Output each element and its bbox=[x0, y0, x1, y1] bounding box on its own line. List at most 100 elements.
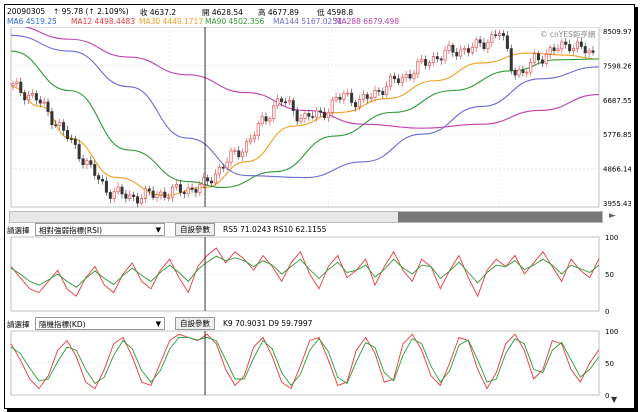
candle-body bbox=[229, 150, 233, 163]
candle-body bbox=[30, 93, 34, 96]
y-tick-label: 7598.26 bbox=[603, 62, 631, 70]
candle-body bbox=[132, 194, 136, 197]
candle-body bbox=[174, 184, 178, 188]
candle-body bbox=[583, 46, 587, 54]
candle-body bbox=[330, 99, 334, 113]
candle-body bbox=[412, 73, 416, 79]
candle-body bbox=[283, 101, 287, 104]
kd-values: K9 70.9031 D9 59.7997 bbox=[223, 319, 313, 328]
candle-body bbox=[311, 116, 315, 118]
candle-body bbox=[54, 124, 58, 127]
candle-body bbox=[128, 194, 132, 199]
candle-body bbox=[151, 190, 155, 198]
candle-body bbox=[136, 196, 140, 204]
candle-body bbox=[112, 191, 116, 199]
candle-body bbox=[334, 96, 338, 101]
candle-body bbox=[280, 98, 284, 103]
candle-body bbox=[509, 48, 513, 71]
chart-frame: 20090305 ↑ 95.78 (↑ 2.109%) 收 4637.2 開 4… bbox=[4, 4, 635, 409]
candle-body bbox=[260, 116, 264, 124]
candle-body bbox=[11, 83, 15, 86]
ma-series-line bbox=[10, 34, 600, 179]
header-low: 低 4598.8 bbox=[317, 8, 354, 17]
candle-body bbox=[478, 39, 482, 44]
candle-body bbox=[34, 93, 38, 101]
rsi-settings-button[interactable]: 自設參數 bbox=[175, 223, 215, 236]
candle-body bbox=[217, 166, 221, 175]
rsi-select-label: 請選擇 bbox=[7, 226, 30, 235]
timeline-scrollbar[interactable] bbox=[9, 211, 603, 223]
rsi-values: RS5 71.0243 RS10 62.1155 bbox=[223, 225, 327, 234]
candle-body bbox=[143, 188, 147, 199]
candle-body bbox=[591, 50, 595, 53]
candle-body bbox=[396, 78, 400, 84]
candle-body bbox=[525, 71, 529, 74]
candle-body bbox=[167, 196, 171, 199]
candle-body bbox=[264, 116, 268, 122]
candle-body bbox=[385, 85, 389, 95]
rsi-indicator-select[interactable]: 相對強弱指標(RSI) ▼ bbox=[35, 223, 165, 236]
candle-body bbox=[342, 93, 346, 100]
header-open: 開 4628.54 bbox=[202, 8, 243, 17]
y-tick-label: 6687.55 bbox=[603, 97, 631, 105]
candle-body bbox=[256, 123, 260, 136]
chevron-down-icon: ▼ bbox=[155, 320, 161, 328]
scroll-right-icon[interactable]: ► bbox=[609, 211, 616, 221]
oscillator-line bbox=[10, 333, 600, 390]
header-date: 20090305 bbox=[7, 7, 46, 16]
kd-chart: 100 50 0 bbox=[10, 328, 618, 399]
candle-body bbox=[568, 44, 572, 52]
candle-body bbox=[529, 61, 533, 73]
candle-body bbox=[272, 105, 276, 120]
candle-body bbox=[93, 164, 97, 176]
chevron-down-icon: ▼ bbox=[155, 226, 161, 234]
candle-body bbox=[373, 89, 377, 98]
candle-body bbox=[38, 99, 42, 104]
candle-body bbox=[171, 186, 175, 198]
y-tick-label: 100 bbox=[605, 328, 618, 336]
candle-body bbox=[521, 69, 525, 73]
candle-body bbox=[498, 33, 502, 36]
candle-body bbox=[470, 47, 474, 53]
scroll-down-icon[interactable]: ▼ bbox=[611, 395, 618, 404]
candle-body bbox=[435, 56, 439, 60]
candle-body bbox=[322, 111, 326, 119]
candle-body bbox=[505, 35, 509, 49]
y-tick-label: 100 bbox=[605, 234, 618, 242]
candle-body bbox=[206, 177, 210, 182]
candle-body bbox=[307, 113, 311, 117]
candle-body bbox=[46, 101, 50, 112]
candle-body bbox=[428, 62, 432, 66]
candle-body bbox=[575, 41, 579, 49]
candle-body bbox=[108, 192, 112, 199]
candle-body bbox=[186, 187, 190, 194]
scrollbar-thumb[interactable] bbox=[398, 212, 602, 222]
y-tick-label: 50 bbox=[605, 271, 614, 279]
ma-series-line bbox=[10, 50, 600, 189]
candle-body bbox=[299, 118, 303, 122]
kd-settings-button[interactable]: 自設參數 bbox=[175, 317, 215, 330]
y-tick-label: 4866.14 bbox=[603, 166, 631, 174]
y-tick-label: 8509.97 bbox=[603, 28, 631, 36]
candle-body bbox=[416, 61, 420, 75]
kd-indicator-select[interactable]: 隨機指標(KD) ▼ bbox=[35, 317, 165, 330]
candle-body bbox=[163, 191, 167, 198]
candle-body bbox=[225, 161, 229, 169]
y-tick-label: 0 bbox=[605, 308, 609, 315]
candle-body bbox=[42, 101, 46, 104]
candle-body bbox=[556, 48, 560, 51]
rsi-chart: 100 50 0 bbox=[10, 234, 618, 315]
header-change: ↑ 95.78 (↑ 2.109%) bbox=[53, 7, 129, 16]
candle-body bbox=[202, 177, 206, 185]
oscillator-line bbox=[10, 247, 600, 298]
candle-body bbox=[303, 113, 307, 119]
candle-body bbox=[490, 34, 494, 43]
candle-body bbox=[15, 81, 19, 84]
candle-body bbox=[252, 135, 256, 140]
candle-body bbox=[159, 191, 163, 196]
kd-selected-value: 隨機指標(KD) bbox=[39, 320, 86, 329]
y-tick-label: 0 bbox=[605, 392, 609, 399]
candle-body bbox=[19, 81, 23, 93]
candle-body bbox=[198, 184, 202, 193]
candle-body bbox=[73, 138, 77, 145]
